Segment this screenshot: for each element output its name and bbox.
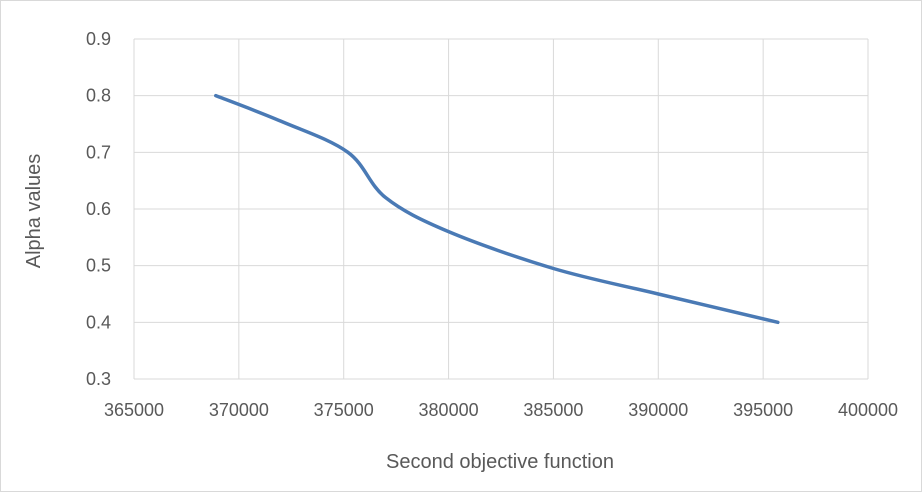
y-tick-label: 0.9 — [86, 29, 111, 49]
gridlines — [133, 38, 869, 380]
x-tick-label: 375000 — [314, 400, 374, 420]
x-tick-label: 395000 — [733, 400, 793, 420]
x-tick-label: 400000 — [838, 400, 898, 420]
y-tick-label: 0.6 — [86, 199, 111, 219]
y-axis-title: Alpha values — [23, 154, 45, 269]
x-tick-label: 365000 — [104, 400, 164, 420]
y-axis-ticks: 0.3 0.4 0.5 0.6 0.7 0.8 0.9 — [86, 29, 111, 389]
y-tick-label: 0.3 — [86, 369, 111, 389]
y-tick-label: 0.5 — [86, 256, 111, 276]
x-tick-label: 390000 — [628, 400, 688, 420]
series-line — [214, 93, 780, 325]
x-tick-label: 370000 — [209, 400, 269, 420]
x-axis-title: Second objective function — [386, 451, 614, 473]
x-tick-label: 385000 — [523, 400, 583, 420]
series-layer — [214, 93, 780, 325]
y-tick-label: 0.8 — [86, 86, 111, 106]
x-axis-ticks: 365000 370000 375000 380000 385000 390000 3950… — [104, 400, 898, 420]
y-tick-label: 0.4 — [86, 312, 111, 332]
y-tick-label: 0.7 — [86, 142, 111, 162]
x-tick-label: 380000 — [419, 400, 479, 420]
